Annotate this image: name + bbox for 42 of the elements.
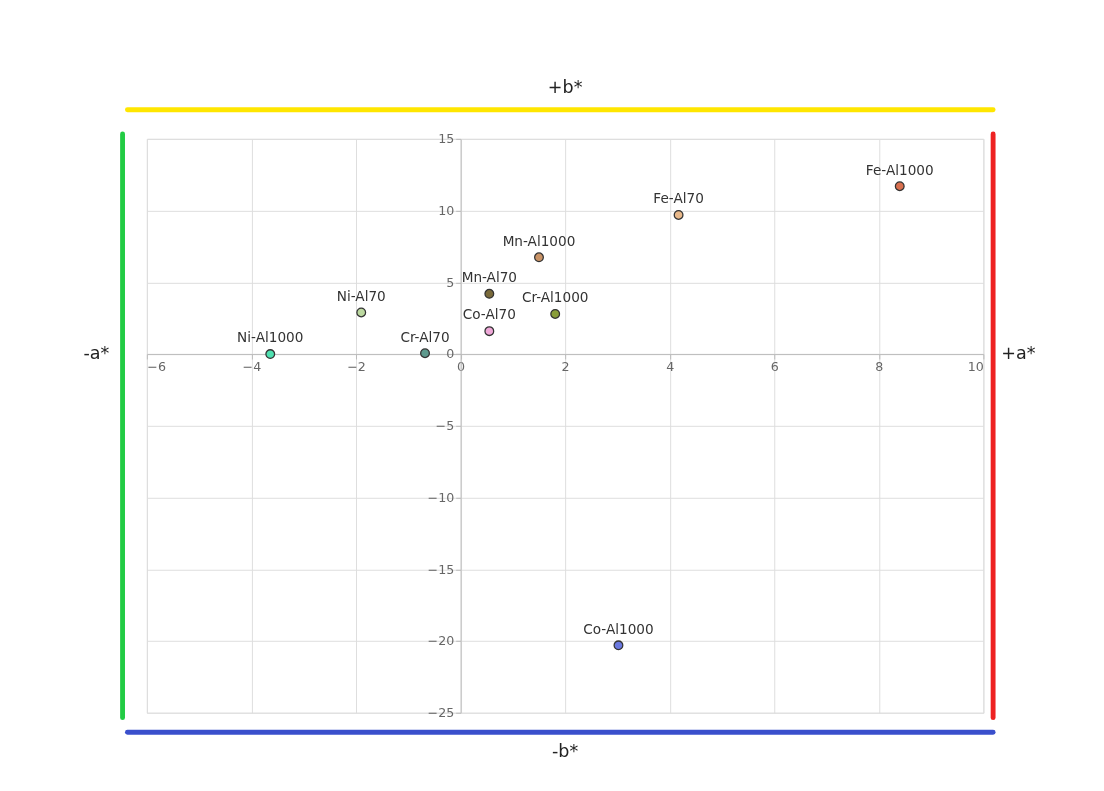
y-tick-label: −25 <box>427 705 455 721</box>
x-tick-label: −6 <box>147 359 166 375</box>
y-tick-label: 0 <box>446 346 455 362</box>
series-label: Cr-Al1000 <box>521 289 589 306</box>
x-tick-label: −4 <box>242 359 262 375</box>
y-tick-label: 5 <box>446 274 455 290</box>
point <box>613 640 624 651</box>
point <box>356 307 367 318</box>
series-label: Fe-Al1000 <box>865 161 934 178</box>
x-tick-label: −2 <box>347 359 366 375</box>
y-tick-label: −5 <box>435 418 455 434</box>
x-tick-label: 10 <box>967 359 984 375</box>
series-label: Fe-Al70 <box>653 190 704 207</box>
series-label: Co-Al70 <box>462 306 516 323</box>
text: +a* <box>1001 342 1036 363</box>
text: -a* <box>83 342 110 363</box>
series-label: Ni-Al70 <box>336 287 386 304</box>
point <box>550 308 561 319</box>
point <box>894 181 905 192</box>
series-label: Mn-Al70 <box>461 269 518 286</box>
x-tick-label: 0 <box>457 359 466 375</box>
text: -b* <box>552 740 579 761</box>
series-label: Ni-Al1000 <box>237 329 304 346</box>
y-tick-label: −15 <box>427 561 455 577</box>
point <box>420 348 430 359</box>
series-label: Cr-Al70 <box>400 328 450 345</box>
point <box>673 209 684 220</box>
point <box>484 326 495 337</box>
y-tick-label: 15 <box>438 131 455 147</box>
series-label: Mn-Al1000 <box>502 232 576 249</box>
x-tick-label: 2 <box>561 359 570 375</box>
x-tick-label: 8 <box>875 359 884 375</box>
y-tick-label: 10 <box>438 203 455 219</box>
point <box>484 288 495 299</box>
point <box>534 252 544 263</box>
y-tick-label: −20 <box>427 633 455 649</box>
text: +b* <box>547 77 583 98</box>
series-label: Co-Al1000 <box>583 620 654 637</box>
y-tick-label: −10 <box>427 489 455 505</box>
point <box>265 349 276 360</box>
x-tick-label: 6 <box>770 359 779 375</box>
x-tick-label: 4 <box>666 359 675 375</box>
